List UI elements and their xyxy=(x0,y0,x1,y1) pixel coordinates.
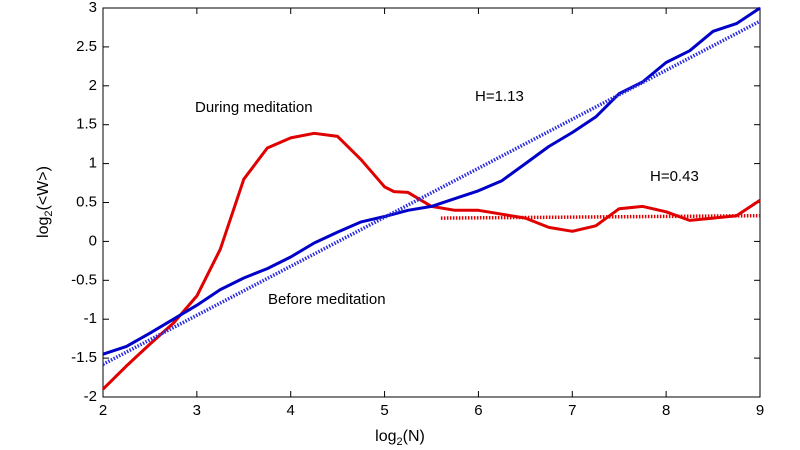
y-tick-label: -2 xyxy=(84,388,97,405)
series-label: H=0.43 xyxy=(650,168,699,185)
x-axis-label: log2(N) xyxy=(375,428,425,448)
y-tick-label: 2.5 xyxy=(76,38,97,55)
x-tick-label: 7 xyxy=(568,402,576,419)
fit-line xyxy=(440,213,761,220)
x-tick-label: 4 xyxy=(287,402,295,419)
series-label: H=1.13 xyxy=(475,88,524,105)
y-tick-label: 0 xyxy=(89,232,97,249)
series-line xyxy=(102,6,761,356)
y-axis-label: log2(<W>) xyxy=(35,166,55,238)
x-tick-label: 2 xyxy=(99,402,107,419)
y-tick-label: -1 xyxy=(84,310,97,327)
y-tick-label: 0.5 xyxy=(76,193,97,210)
x-tick-label: 6 xyxy=(474,402,482,419)
y-tick-label: -0.5 xyxy=(71,271,97,288)
y-label-sub: 2 xyxy=(43,210,55,216)
x-tick-label: 5 xyxy=(380,402,388,419)
y-label-base: log xyxy=(35,217,52,238)
y-tick-label: 2 xyxy=(89,77,97,94)
x-tick-label: 9 xyxy=(756,402,764,419)
y-label-arg: (<W>) xyxy=(35,166,52,210)
y-tick-label: 1 xyxy=(89,155,97,172)
series-label: Before meditation xyxy=(268,291,386,308)
y-tick-label: -1.5 xyxy=(71,349,97,366)
fit-line xyxy=(102,19,761,366)
series-label: During meditation xyxy=(195,99,313,116)
y-tick-label: 1.5 xyxy=(76,116,97,133)
x-label-arg: (N) xyxy=(403,428,425,445)
x-tick-label: 8 xyxy=(662,402,670,419)
y-tick-label: 3 xyxy=(89,0,97,16)
x-label-base: log xyxy=(375,428,396,445)
x-label-sub: 2 xyxy=(397,436,403,448)
x-tick-label: 3 xyxy=(193,402,201,419)
